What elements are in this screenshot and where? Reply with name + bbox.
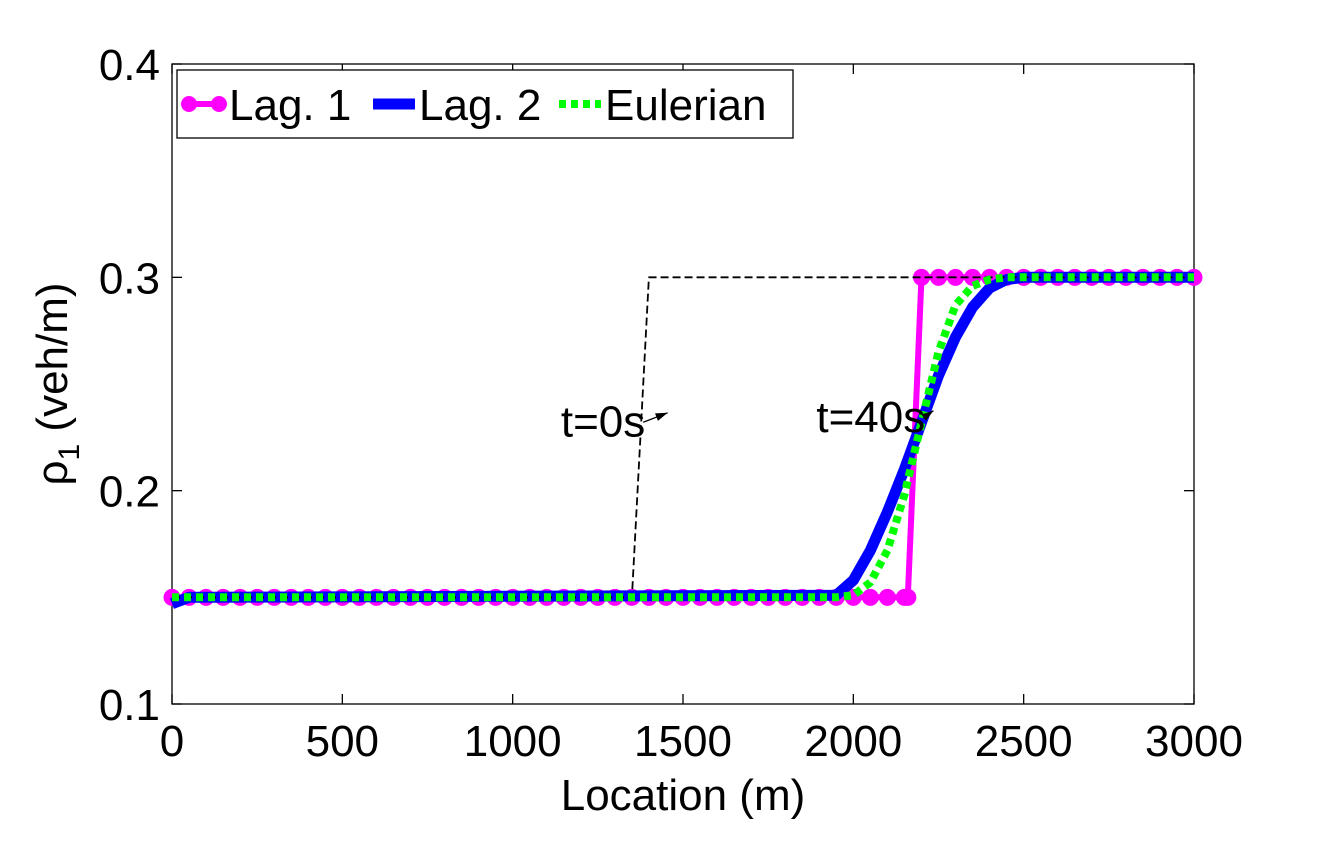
- x-tick-label: 1000: [464, 717, 562, 766]
- y-axis-title-subscript: 1: [53, 444, 86, 461]
- data-point: [878, 588, 896, 606]
- annotation-label: t=0s: [561, 397, 645, 446]
- x-tick-label: 2000: [804, 717, 902, 766]
- series-line-eulerian: [172, 273, 1194, 602]
- x-tick-label: 500: [306, 717, 379, 766]
- plot-area: [171, 63, 1195, 705]
- axis-titles: Location (m) ρ1 (veh/m): [28, 282, 805, 820]
- y-tick-label: 0.3: [99, 254, 160, 303]
- legend-box: [176, 69, 794, 139]
- y-tick-label: 0.2: [99, 468, 160, 517]
- x-tick-label: 3000: [1145, 717, 1243, 766]
- legend-marker: [181, 96, 197, 112]
- svg-text:ρ1 (veh/m): ρ1 (veh/m): [28, 282, 86, 485]
- annotation-arrowhead: [921, 410, 934, 421]
- annotation-label: t=40s: [816, 393, 925, 442]
- data-point: [899, 588, 917, 606]
- x-tick-label: 0: [160, 717, 184, 766]
- y-tick-label: 0.4: [99, 41, 160, 90]
- y-axis-title: ρ1 (veh/m): [28, 282, 86, 485]
- legend-item: Lag. 2: [373, 81, 541, 130]
- y-tick-label: 0.1: [99, 681, 160, 730]
- annotation-layer: t=0s t=40s: [561, 393, 934, 446]
- legend-label: Lag. 2: [419, 81, 541, 130]
- y-axis-title-unit: (veh/m): [28, 282, 77, 431]
- x-tick-label: 2500: [975, 717, 1073, 766]
- x-axis-title: Location (m): [561, 771, 806, 820]
- legend-marker: [211, 96, 227, 112]
- legend-item: Eulerian: [559, 81, 766, 130]
- y-axis-title-symbol: ρ: [28, 461, 77, 486]
- legend: Lag. 1 Lag. 2 Eulerian: [176, 69, 794, 139]
- x-tick-label: 1500: [634, 717, 732, 766]
- ticks-layer: 0 500 1000 1500 2000 2500 3000 0.1 0.2 0.3 0.4: [99, 41, 1243, 766]
- series-layer: [163, 268, 1203, 609]
- legend-item: Lag. 1: [181, 81, 351, 130]
- annotation-arrowhead: [655, 412, 668, 421]
- legend-label: Eulerian: [605, 81, 766, 130]
- legend-label: Lag. 1: [229, 81, 351, 130]
- data-point: [861, 588, 879, 606]
